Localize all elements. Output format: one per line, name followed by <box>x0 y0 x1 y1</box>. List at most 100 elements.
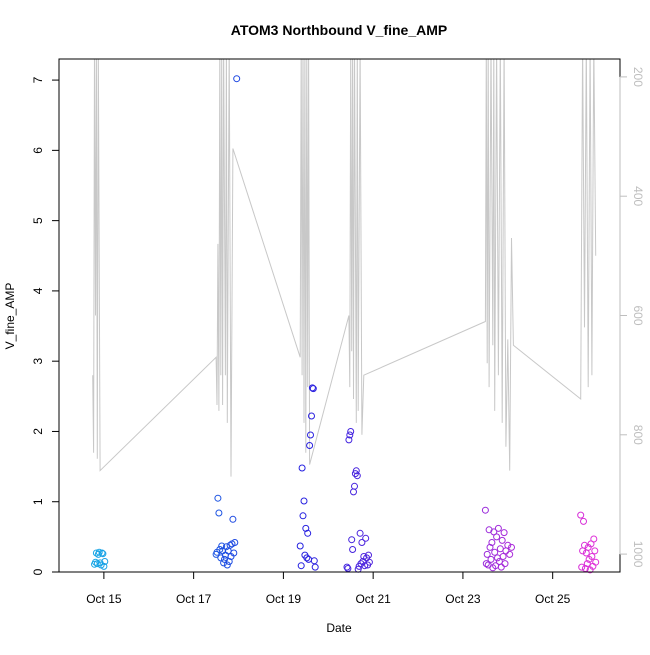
data-point <box>215 509 223 517</box>
data-point <box>581 541 588 549</box>
data-point <box>358 539 366 546</box>
data-point <box>298 464 306 472</box>
data-point <box>352 467 360 475</box>
data-point <box>502 547 510 555</box>
data-point <box>577 511 585 519</box>
data-point <box>308 384 316 392</box>
data-point <box>99 550 107 558</box>
data-point <box>306 442 314 449</box>
data-point <box>218 542 226 550</box>
data-point <box>365 558 373 566</box>
data-point <box>214 494 222 502</box>
x-tick-label: Oct 19 <box>266 592 302 606</box>
data-point <box>493 533 501 541</box>
y-axis: 0 1 2 3 4 5 6 7 <box>31 76 60 575</box>
data-point <box>365 551 372 559</box>
data-point <box>356 529 364 537</box>
data-point <box>93 560 101 568</box>
data-point <box>483 550 491 558</box>
data-point <box>308 412 315 420</box>
data-point <box>362 534 370 542</box>
data-point <box>95 548 103 556</box>
data-point <box>300 497 308 505</box>
y-tick-label: 5 <box>31 217 45 224</box>
data-point <box>504 541 512 549</box>
data-point <box>508 543 515 551</box>
data-point <box>310 557 318 565</box>
data-point <box>345 436 353 444</box>
y-tick-label: 3 <box>31 358 45 365</box>
data-point <box>230 549 238 557</box>
y-tick-label: 6 <box>31 147 45 154</box>
data-point <box>351 482 358 490</box>
y-tick-label: 7 <box>31 76 45 83</box>
y-tick-label: 2 <box>31 428 45 435</box>
data-point <box>357 560 365 568</box>
data-point <box>592 558 600 566</box>
right-y-tick-label: 600 <box>631 305 645 325</box>
data-point <box>311 563 319 571</box>
data-point <box>303 554 311 562</box>
y-tick-label: 4 <box>31 287 45 294</box>
data-point <box>100 562 108 570</box>
data-point <box>233 75 241 83</box>
data-point <box>346 431 354 439</box>
data-point <box>506 550 514 558</box>
x-axis-label: Date <box>326 621 352 635</box>
right-y-tick-label: 400 <box>631 186 645 206</box>
overlay-series-line <box>92 59 597 477</box>
data-point <box>481 506 489 514</box>
data-point <box>590 535 598 543</box>
data-point <box>501 560 509 568</box>
data-point <box>347 428 355 435</box>
data-point <box>296 542 304 550</box>
data-point <box>299 512 307 520</box>
data-point <box>98 549 106 557</box>
overlay-line-layer <box>92 59 597 477</box>
right-y-tick-label: 1000 <box>631 541 645 568</box>
data-point <box>494 524 502 532</box>
data-point <box>591 547 599 555</box>
data-point <box>223 561 231 569</box>
data-point <box>305 555 313 563</box>
data-point <box>588 553 596 560</box>
data-point <box>351 470 359 478</box>
y-axis-label: V_fine_AMP <box>3 283 17 350</box>
data-point <box>500 529 508 537</box>
scatter-points-layer <box>91 75 600 574</box>
x-tick-label: Oct 25 <box>535 592 571 606</box>
y-tick-label: 1 <box>31 498 45 505</box>
data-point <box>307 431 314 439</box>
right-y-tick-label: 200 <box>631 67 645 87</box>
data-point <box>580 517 587 525</box>
x-tick-label: Oct 21 <box>355 592 391 606</box>
data-point <box>583 560 591 568</box>
data-point <box>348 536 356 544</box>
data-point <box>494 554 501 562</box>
data-point <box>499 553 507 560</box>
data-point <box>349 546 357 553</box>
data-point <box>491 548 499 556</box>
right-y-axis: 200 400 600 800 1000 <box>619 67 645 568</box>
data-point <box>343 563 351 571</box>
data-point <box>578 563 586 571</box>
data-point <box>487 555 495 563</box>
data-point <box>350 488 357 496</box>
data-point <box>498 536 506 544</box>
data-point <box>231 539 239 546</box>
data-point <box>304 529 312 537</box>
x-axis: Oct 15 Oct 17 Oct 19 Oct 21 Oct 23 Oct 25 <box>86 571 571 606</box>
data-point <box>297 562 305 570</box>
data-point <box>229 515 237 523</box>
data-point <box>482 560 490 568</box>
plot-frame <box>58 58 621 573</box>
data-point <box>488 539 496 546</box>
right-y-tick-label: 800 <box>631 425 645 445</box>
y-tick-label: 0 <box>31 568 45 575</box>
data-point <box>92 558 99 566</box>
data-point <box>353 472 361 480</box>
x-tick-label: Oct 17 <box>176 592 212 606</box>
data-point <box>361 562 369 570</box>
